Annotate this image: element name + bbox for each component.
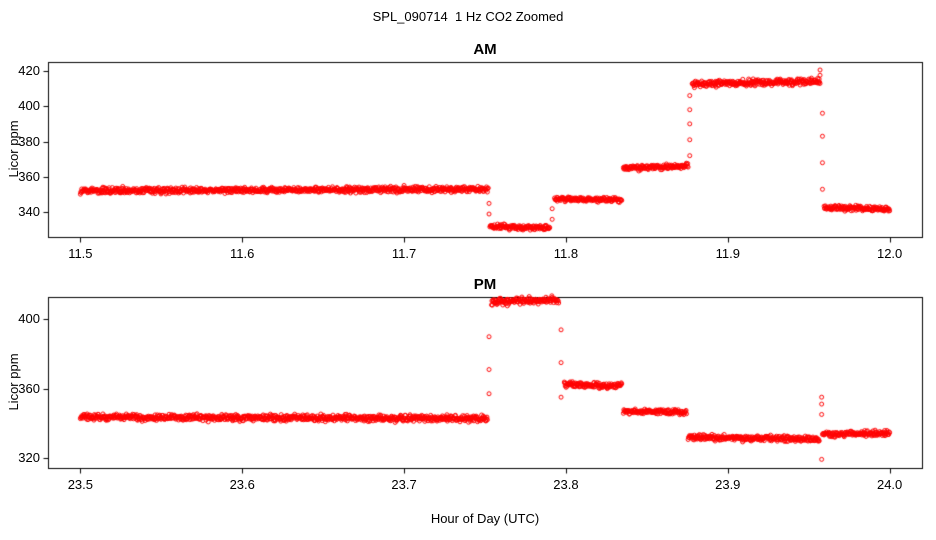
x-tick-label: 11.5: [68, 246, 93, 261]
y-tick-label: 360: [18, 380, 40, 396]
x-axis-label: Hour of Day (UTC): [430, 511, 540, 526]
x-tick-label: 23.7: [391, 477, 417, 492]
panel-am-title: AM: [473, 41, 497, 58]
y-tick-label: 400: [18, 311, 40, 327]
y-tick-label: 400: [18, 98, 40, 114]
y-tick-label: 360: [18, 168, 40, 184]
x-tick-label: 11.9: [715, 246, 740, 261]
y-tick-label: 380: [18, 133, 40, 149]
x-tick-label: 12.0: [876, 246, 903, 261]
y-tick-label: 420: [18, 62, 40, 78]
x-tick-label: 23.5: [67, 477, 94, 492]
x-tick-label: 11.6: [230, 246, 255, 261]
x-tick-label: 23.8: [553, 477, 579, 492]
x-tick-label: 23.9: [715, 477, 741, 492]
y-tick-label: 340: [18, 204, 40, 220]
x-tick-label: 24.0: [876, 477, 903, 492]
x-tick-label: 11.8: [553, 246, 579, 261]
panel-pm-title: PM: [473, 276, 497, 293]
y-tick-label: 320: [18, 449, 40, 465]
x-tick-label: 11.7: [391, 246, 417, 261]
x-tick-label: 23.6: [229, 477, 255, 492]
figure-title: SPL_090714 1 Hz CO2 Zoomed: [372, 9, 564, 24]
